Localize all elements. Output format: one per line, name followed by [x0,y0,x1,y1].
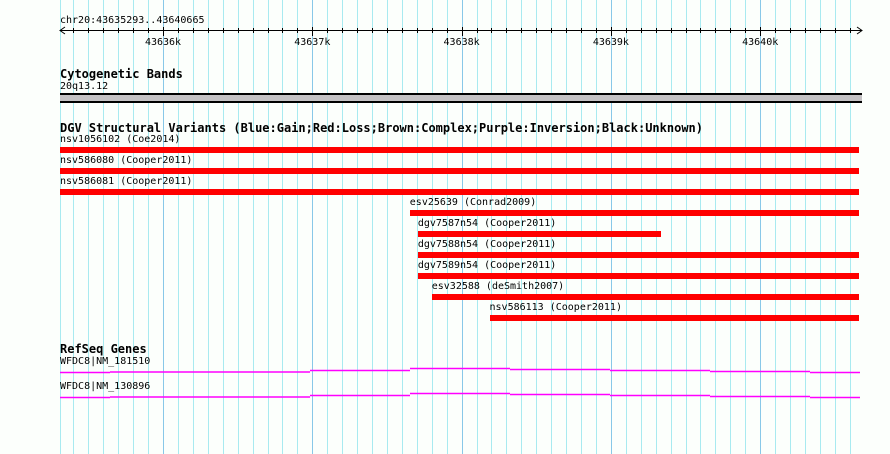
variant-bar[interactable] [60,189,860,195]
variant-bar[interactable] [489,315,860,321]
ruler-tick-label: 43638k [444,37,480,48]
region-label: chr20:43635293..43640665 [60,15,205,26]
refseq-track-title: RefSeq Genes [60,342,147,356]
variant-label[interactable]: esv25639 (Conrad2009) [409,197,537,208]
variant-label[interactable]: nsv586081 (Cooper2011) [60,176,193,187]
gene-line [60,367,860,374]
variant-label[interactable]: dgv7588n54 (Cooper2011) [417,239,557,250]
ruler-tick-label: 43640k [742,37,778,48]
variant-bar[interactable] [417,231,661,237]
gene-line [60,392,860,399]
variant-bar[interactable] [417,252,860,258]
ruler-tick-label: 43637k [294,37,330,48]
variant-bar[interactable] [409,210,860,216]
variant-bar[interactable] [60,168,860,174]
ruler-tick-label: 43636k [145,37,181,48]
ruler-tick-label: 43639k [593,37,629,48]
ruler-arrows [59,26,863,35]
variant-label[interactable]: esv32588 (deSmith2007) [431,281,565,292]
variant-bar[interactable] [417,273,860,279]
gene-label[interactable]: WFDC8|NM_181510 [60,356,151,367]
variant-label[interactable]: dgv7589n54 (Cooper2011) [417,260,557,271]
cytoband-bar[interactable] [60,93,862,103]
variant-bar[interactable] [60,147,860,153]
variant-label[interactable]: nsv586113 (Cooper2011) [489,302,622,313]
variant-label[interactable]: nsv586080 (Cooper2011) [60,155,193,166]
variant-label[interactable]: dgv7587n54 (Cooper2011) [417,218,557,229]
variant-label[interactable]: nsv1056102 (Coe2014) [60,134,181,145]
cytoband-track-title: Cytogenetic Bands [60,67,183,81]
gene-label[interactable]: WFDC8|NM_130896 [60,381,151,392]
cytoband-label: 20q13.12 [60,81,109,92]
dgv-track-title: DGV Structural Variants (Blue:Gain;Red:L… [60,121,703,135]
variant-bar[interactable] [431,294,860,300]
